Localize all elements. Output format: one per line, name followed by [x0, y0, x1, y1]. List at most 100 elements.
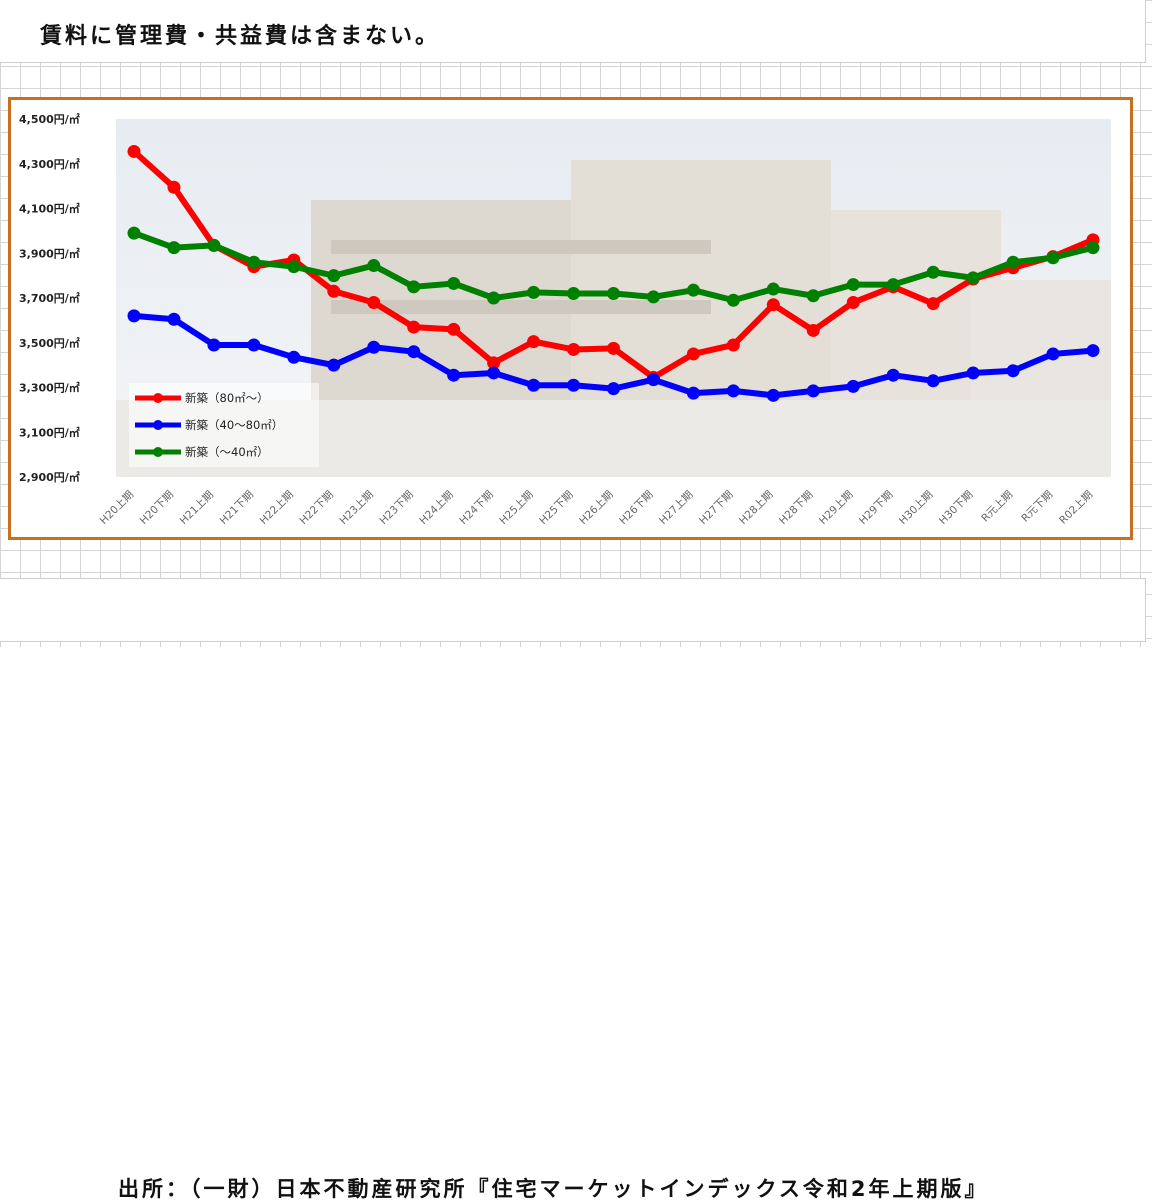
data-point-1 [1006, 364, 1020, 378]
legend-swatch-marker [153, 420, 163, 430]
data-point-2 [686, 283, 700, 297]
x-tick-label: H26上期 [577, 489, 615, 527]
data-point-0 [846, 295, 860, 309]
y-tick-label: 2,900円/㎡ [19, 470, 80, 484]
data-point-1 [646, 373, 660, 387]
legend-swatch-marker [153, 447, 163, 457]
x-tick-label: H20上期 [98, 489, 136, 527]
data-point-2 [327, 269, 341, 283]
building-block-2 [331, 240, 711, 254]
data-point-2 [766, 282, 780, 296]
data-point-2 [487, 291, 501, 305]
x-tick-label: H25下期 [537, 489, 575, 527]
data-point-0 [127, 144, 141, 158]
source-citation: 出所：（一財）日本不動産研究所『住宅マーケットインデックス令和2年上期版』 [118, 1177, 989, 1201]
x-tick-label: R02上期 [1057, 489, 1095, 527]
x-tick-label: H24上期 [417, 489, 455, 527]
x-tick-label: H26下期 [617, 489, 655, 527]
y-tick-label: 4,100円/㎡ [19, 202, 80, 216]
data-point-1 [407, 345, 421, 359]
chart-frame: 2,900円/㎡ 3,100円/㎡ 3,300円/㎡ 3,500円/㎡ 3,700円/㎡… [8, 97, 1133, 621]
data-point-1 [607, 382, 620, 396]
y-tick-label: 4,500円/㎡ [19, 112, 80, 126]
legend: 新築（80㎡～） 新築（40～80㎡） 新築（～40㎡） [129, 383, 319, 467]
note-row: 賃料に管理費・共益費は含まない。 [0, 0, 1146, 63]
data-point-0 [487, 356, 501, 370]
data-point-1 [1086, 344, 1100, 358]
building-block-3 [331, 300, 711, 314]
x-tick-label: H22上期 [258, 489, 296, 527]
x-tick-label: R元上期 [979, 489, 1015, 525]
data-point-0 [407, 320, 421, 334]
data-point-0 [167, 180, 181, 194]
data-point-1 [367, 340, 381, 354]
data-point-2 [1086, 241, 1100, 255]
x-tick-label: H23下期 [377, 489, 415, 527]
x-tick-label: H21下期 [218, 489, 256, 527]
y-tick-label: 3,100円/㎡ [19, 425, 80, 439]
data-point-2 [367, 259, 381, 273]
x-tick-label: H28下期 [777, 489, 815, 527]
x-tick-label: H25上期 [497, 489, 535, 527]
x-tick-label: R元下期 [1019, 489, 1055, 525]
data-point-0 [527, 335, 541, 349]
y-tick-label: 4,300円/㎡ [19, 157, 80, 171]
data-point-0 [686, 347, 700, 361]
data-point-0 [607, 341, 620, 355]
x-tick-label: H30上期 [897, 489, 935, 527]
data-point-1 [806, 384, 820, 398]
data-point-0 [327, 284, 341, 298]
data-point-0 [447, 322, 461, 336]
data-point-2 [127, 226, 141, 240]
data-point-1 [207, 338, 221, 352]
x-tick-label: H29下期 [857, 489, 895, 527]
data-point-1 [287, 350, 301, 364]
data-point-1 [926, 374, 940, 388]
data-point-2 [407, 280, 421, 294]
data-point-0 [367, 295, 381, 309]
x-tick-label: H21上期 [178, 489, 216, 527]
data-point-2 [247, 255, 261, 269]
data-point-2 [966, 271, 980, 285]
data-point-2 [1046, 251, 1060, 265]
series-lines [127, 144, 1100, 402]
y-tick-label: 3,500円/㎡ [19, 336, 80, 350]
data-point-2 [846, 278, 860, 292]
data-point-2 [207, 238, 221, 252]
data-point-2 [167, 241, 181, 255]
y-tick-label: 3,900円/㎡ [19, 246, 80, 260]
data-point-1 [726, 384, 740, 398]
data-point-1 [167, 312, 181, 326]
data-point-1 [327, 358, 341, 372]
data-point-2 [567, 287, 581, 301]
data-point-1 [846, 379, 860, 393]
data-point-2 [806, 289, 820, 303]
data-point-1 [567, 378, 581, 392]
x-tick-label: H22下期 [298, 489, 336, 527]
data-point-1 [1046, 347, 1060, 361]
data-point-1 [127, 309, 141, 323]
data-point-1 [766, 388, 780, 402]
x-tick-label: H28上期 [737, 489, 775, 527]
data-point-2 [607, 287, 620, 301]
data-point-0 [766, 298, 780, 312]
data-point-2 [447, 276, 461, 290]
x-tick-label: H27下期 [697, 489, 735, 527]
data-point-1 [966, 366, 980, 380]
data-point-1 [487, 366, 501, 380]
y-tick-label: 3,300円/㎡ [19, 381, 80, 395]
y-tick-label: 3,700円/㎡ [19, 291, 80, 305]
data-point-2 [287, 260, 301, 274]
x-tick-label: H30下期 [937, 489, 975, 527]
data-point-2 [1006, 255, 1020, 269]
data-point-2 [926, 265, 940, 279]
legend-label: 新築（80㎡～） [185, 391, 269, 405]
x-tick-label: H23上期 [337, 489, 375, 527]
data-point-2 [646, 290, 660, 304]
data-point-2 [726, 293, 740, 307]
x-tick-label: H29上期 [817, 489, 855, 527]
data-point-1 [886, 368, 900, 382]
x-tick-label: H27上期 [657, 489, 695, 527]
data-point-1 [247, 338, 261, 352]
data-point-0 [567, 342, 581, 356]
